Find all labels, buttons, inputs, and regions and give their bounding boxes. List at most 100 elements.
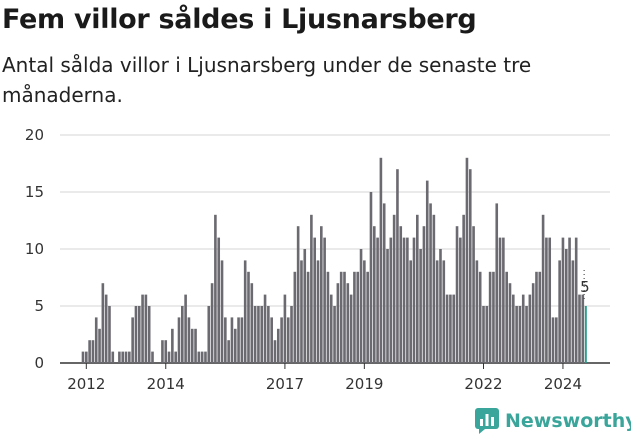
bar bbox=[492, 271, 495, 363]
bar bbox=[174, 351, 177, 363]
bar bbox=[81, 351, 85, 363]
bar bbox=[372, 226, 376, 363]
bar bbox=[85, 351, 88, 363]
bar bbox=[104, 294, 108, 363]
bar bbox=[220, 260, 224, 363]
bar bbox=[293, 271, 297, 363]
bar bbox=[217, 237, 221, 363]
x-tick-label: 2014 bbox=[147, 375, 185, 393]
bar bbox=[525, 306, 528, 363]
bar bbox=[452, 294, 456, 363]
bar bbox=[482, 306, 485, 363]
bar bbox=[498, 237, 502, 363]
bar bbox=[353, 271, 356, 363]
bar bbox=[108, 306, 111, 363]
bar bbox=[224, 317, 227, 363]
y-tick-label: 15 bbox=[25, 183, 44, 201]
bar bbox=[359, 249, 363, 363]
bar bbox=[98, 328, 101, 363]
bar bbox=[455, 226, 459, 363]
bar bbox=[101, 283, 105, 363]
bar bbox=[425, 180, 429, 363]
bar bbox=[396, 169, 399, 363]
bar bbox=[445, 294, 449, 363]
bar bbox=[124, 351, 128, 363]
bar bbox=[171, 328, 174, 363]
bar bbox=[508, 283, 512, 363]
bar bbox=[243, 260, 247, 363]
bar bbox=[468, 169, 472, 363]
bar bbox=[187, 317, 191, 363]
bar bbox=[300, 260, 303, 363]
bar bbox=[551, 317, 555, 363]
bar bbox=[409, 260, 412, 363]
bar bbox=[247, 271, 250, 363]
bar bbox=[267, 306, 270, 363]
annotation-label: 5 bbox=[580, 278, 590, 296]
bar bbox=[346, 283, 350, 363]
bar bbox=[177, 317, 181, 363]
bar bbox=[578, 294, 581, 363]
bar bbox=[336, 283, 340, 363]
bar bbox=[541, 214, 545, 363]
bar bbox=[131, 317, 134, 363]
bar bbox=[151, 351, 154, 363]
bar bbox=[356, 271, 360, 363]
bar bbox=[518, 306, 522, 363]
bar bbox=[339, 271, 343, 363]
bar bbox=[402, 237, 406, 363]
y-tick-label: 0 bbox=[34, 354, 44, 372]
chart-title: Fem villor såldes i Ljusnarsberg bbox=[2, 4, 477, 35]
bar bbox=[184, 294, 187, 363]
bar bbox=[194, 328, 197, 363]
bar bbox=[214, 214, 217, 363]
bar bbox=[432, 214, 436, 363]
bar bbox=[435, 260, 439, 363]
bar bbox=[416, 214, 419, 363]
bar bbox=[310, 214, 313, 363]
bar bbox=[144, 294, 148, 363]
bar bbox=[449, 294, 452, 363]
bar bbox=[386, 249, 389, 363]
bar bbox=[558, 260, 561, 363]
bar bbox=[250, 283, 254, 363]
bar bbox=[505, 271, 508, 363]
bar bbox=[316, 260, 320, 363]
bar bbox=[511, 294, 515, 363]
bar bbox=[459, 237, 462, 363]
bar bbox=[207, 306, 211, 363]
bar bbox=[439, 249, 442, 363]
bar bbox=[528, 294, 532, 363]
bar bbox=[465, 157, 469, 363]
bar bbox=[263, 294, 267, 363]
bar bbox=[240, 317, 244, 363]
bar bbox=[412, 237, 416, 363]
x-tick-label: 2019 bbox=[345, 375, 383, 393]
bar bbox=[422, 226, 426, 363]
bar bbox=[270, 317, 273, 363]
bar bbox=[531, 283, 535, 363]
bar bbox=[237, 317, 240, 363]
bar bbox=[472, 226, 475, 363]
bar bbox=[343, 271, 346, 363]
bar bbox=[329, 294, 333, 363]
bar bbox=[326, 271, 330, 363]
bar bbox=[515, 306, 518, 363]
x-tick-label: 2022 bbox=[464, 375, 502, 393]
bar bbox=[545, 237, 548, 363]
bar bbox=[379, 157, 383, 363]
bar bbox=[276, 328, 280, 363]
bar bbox=[382, 203, 386, 363]
bar bbox=[233, 328, 237, 363]
bar bbox=[313, 237, 317, 363]
bar bbox=[488, 271, 492, 363]
bar bbox=[88, 340, 91, 363]
bar bbox=[164, 340, 168, 363]
bar bbox=[161, 340, 164, 363]
bar bbox=[376, 237, 379, 363]
bar bbox=[399, 226, 403, 363]
y-tick-label: 20 bbox=[25, 126, 44, 144]
bar bbox=[210, 283, 214, 363]
y-tick-label: 10 bbox=[25, 240, 44, 258]
